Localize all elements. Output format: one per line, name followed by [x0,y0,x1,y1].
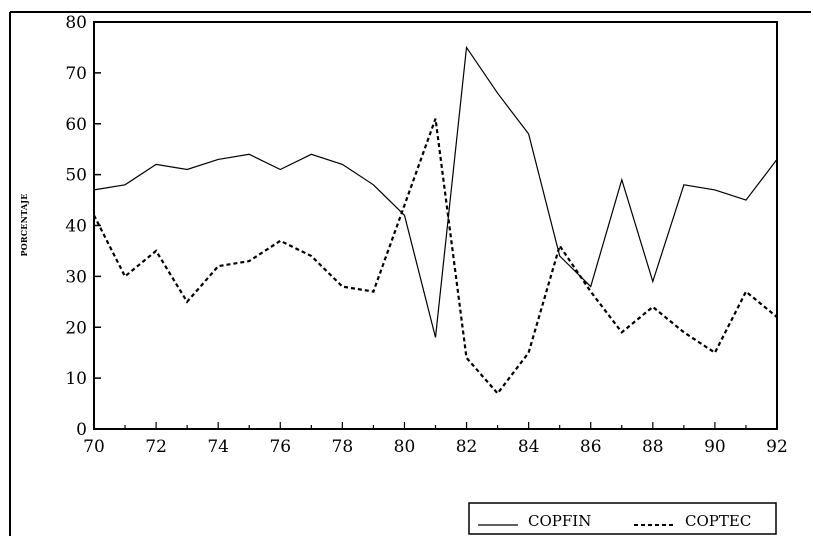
plot-area-border [93,21,778,430]
y-axis: 0 10 20 30 40 50 60 70 80 [65,13,101,440]
series-line-coptec [93,118,778,396]
x-tick-label-78: 78 [332,437,354,457]
x-tick-label-76: 76 [269,437,291,457]
x-tick-label-80: 80 [394,437,416,457]
x-tick-label-90: 90 [704,437,726,457]
x-tick-label-84: 84 [518,437,540,457]
y-tick-label-20: 20 [65,318,87,338]
x-tick-label-82: 82 [456,437,478,457]
y-tick-label-40: 40 [65,217,87,237]
x-tick-label-74: 74 [207,437,229,457]
y-tick-label-30: 30 [65,267,87,287]
x-tick-label-70: 70 [83,437,105,457]
y-tick-label-10: 10 [65,369,87,389]
legend: COPFIN COPTEC [468,502,777,535]
y-tick-label-60: 60 [65,115,87,135]
y-tick-label-80: 80 [65,13,87,33]
chart-frame [9,11,811,536]
y-axis-label: PORCENTAJE [19,193,29,256]
y-tick-label-70: 70 [65,64,87,84]
x-axis: 70 72 74 76 78 80 82 84 86 88 90 92 [83,422,788,457]
x-tick-label-72: 72 [145,437,167,457]
x-tick-label-92: 92 [766,437,788,457]
legend-label-copfin: COPFIN [528,512,591,530]
legend-box [468,502,777,535]
x-tick-label-88: 88 [642,437,664,457]
y-tick-label-50: 50 [65,166,87,186]
y-tick-label-0: 0 [76,420,87,440]
series-line-copfin [93,45,778,338]
x-tick-label-86: 86 [580,437,602,457]
series-lines [93,45,778,396]
legend-label-coptec: COPTEC [685,512,751,530]
